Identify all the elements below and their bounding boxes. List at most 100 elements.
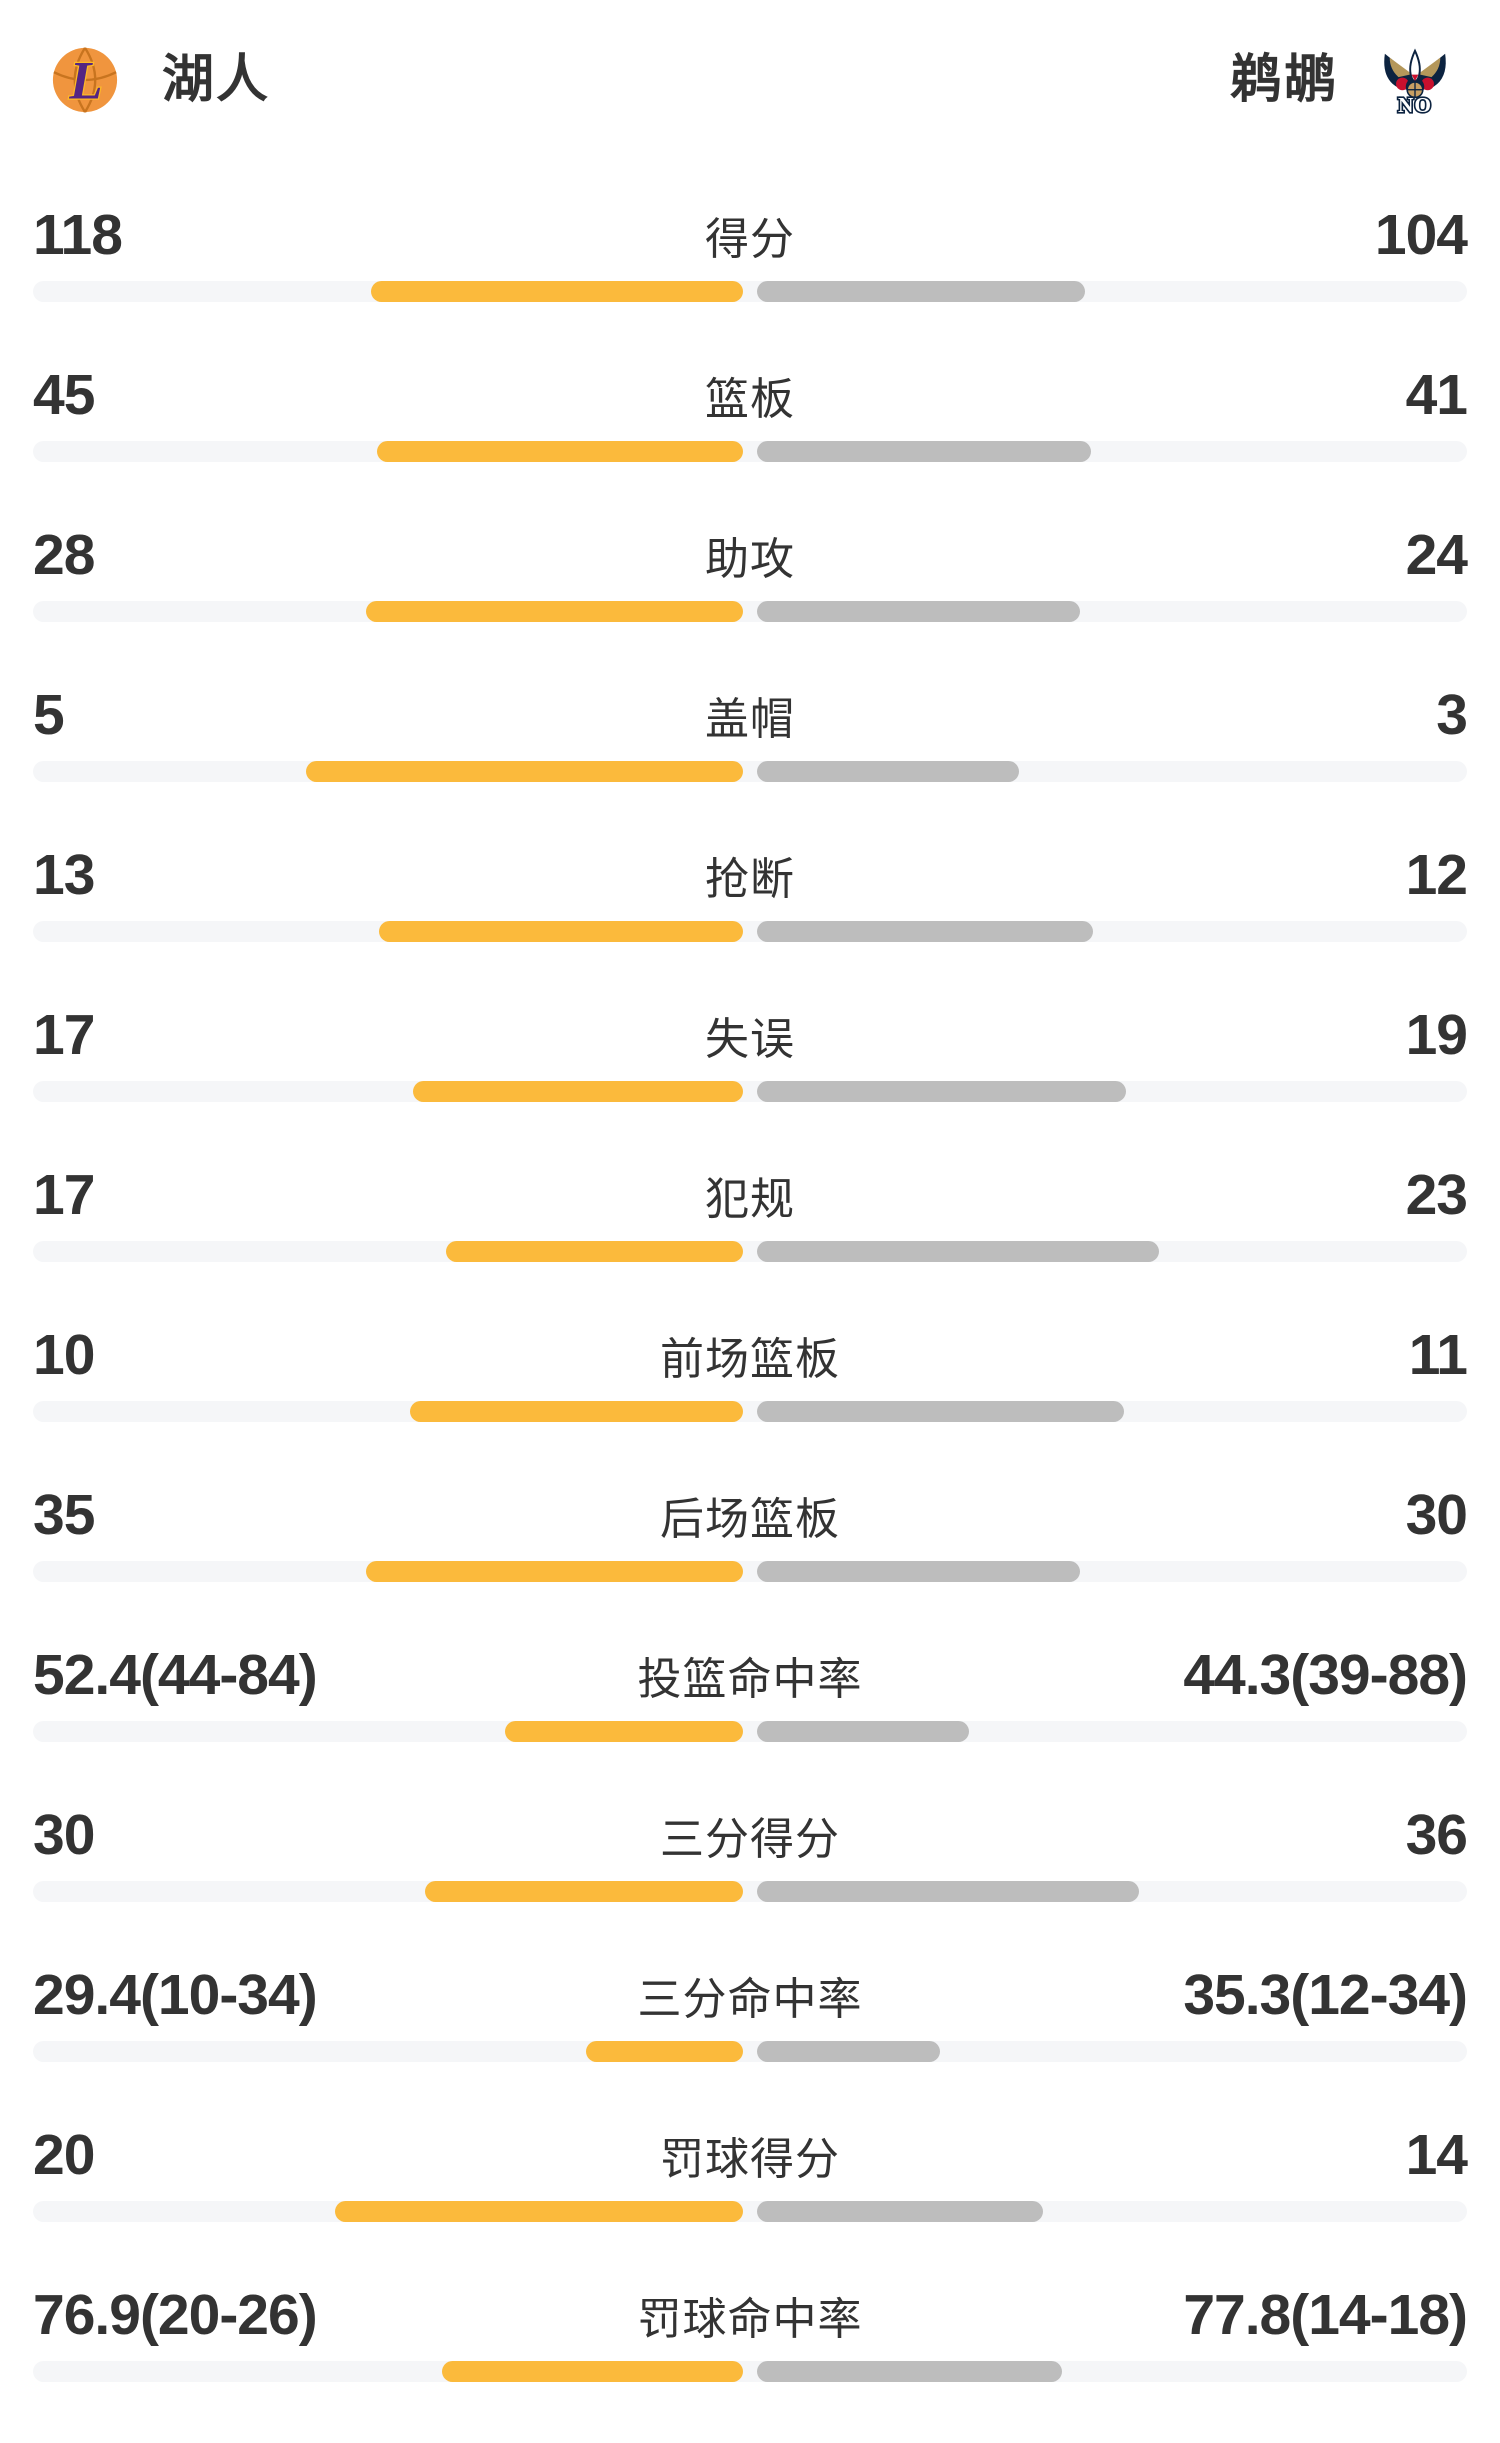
home-bar <box>586 2041 743 2062</box>
stats-list: 118 得分 104 45 篮板 41 28 助攻 24 <box>0 203 1500 2443</box>
stat-text-line: 35 后场篮板 30 <box>33 1483 1468 1547</box>
stat-text-line: 17 犯规 23 <box>33 1163 1468 1227</box>
stat-bar-track <box>33 1241 1467 1262</box>
home-bar <box>442 2361 743 2382</box>
stat-row: 28 助攻 24 <box>33 523 1468 683</box>
away-bar <box>757 1881 1139 1902</box>
home-bar <box>425 1881 743 1902</box>
stat-row: 10 前场篮板 11 <box>33 1323 1468 1483</box>
away-bar <box>757 2201 1043 2222</box>
away-value: 11 <box>1408 1323 1468 1387</box>
away-bar <box>757 761 1019 782</box>
stat-bar-track <box>33 2201 1467 2222</box>
home-team-name: 湖人 <box>162 51 271 109</box>
pelicans-logo-icon: NO <box>1384 48 1446 115</box>
away-value: 44.3(39-88) <box>1183 1643 1468 1707</box>
lakers-logo-icon: L <box>52 47 118 113</box>
away-value: 35.3(12-34) <box>1183 1963 1468 2027</box>
home-value: 13 <box>33 843 95 907</box>
teams-header: L 湖人 鹈鹕 NO <box>0 0 1500 115</box>
stat-label: 罚球得分 <box>660 2135 840 2184</box>
svg-text:NO: NO <box>1398 93 1432 115</box>
stat-text-line: 45 篮板 41 <box>33 363 1468 427</box>
stat-row: 13 抢断 12 <box>33 843 1468 1003</box>
stat-text-line: 28 助攻 24 <box>33 523 1468 587</box>
away-value: 12 <box>1405 843 1468 907</box>
stat-bar-track <box>33 601 1467 622</box>
stat-bar-track <box>33 1881 1467 1902</box>
home-bar <box>377 441 743 462</box>
stat-row: 52.4(44-84) 投篮命中率 44.3(39-88) <box>33 1643 1468 1803</box>
away-value: 3 <box>1436 683 1468 747</box>
away-value: 19 <box>1405 1003 1468 1067</box>
stat-row: 30 三分得分 36 <box>33 1803 1468 1963</box>
away-value: 14 <box>1405 2123 1468 2187</box>
stat-label: 得分 <box>705 215 795 264</box>
stat-label: 抢断 <box>705 855 795 904</box>
home-value: 20 <box>33 2123 95 2187</box>
stat-label: 三分得分 <box>660 1815 840 1864</box>
home-bar <box>371 281 743 302</box>
home-bar <box>413 1081 743 1102</box>
home-bar <box>379 921 743 942</box>
stat-row: 35 后场篮板 30 <box>33 1483 1468 1643</box>
home-bar <box>335 2201 743 2222</box>
stat-bar-track <box>33 2041 1467 2062</box>
stat-text-line: 29.4(10-34) 三分命中率 35.3(12-34) <box>33 1963 1468 2027</box>
stat-label: 篮板 <box>705 375 795 424</box>
away-bar <box>757 441 1091 462</box>
away-team-name: 鹈鹕 <box>1229 51 1338 109</box>
away-bar <box>757 1401 1124 1422</box>
away-bar <box>757 1561 1080 1582</box>
stat-bar-track <box>33 1401 1467 1422</box>
stat-row: 5 盖帽 3 <box>33 683 1468 843</box>
stat-bar-track <box>33 2361 1467 2382</box>
stat-label: 犯规 <box>705 1175 795 1224</box>
home-value: 17 <box>33 1003 95 1067</box>
away-bar <box>757 1241 1159 1262</box>
stat-label: 助攻 <box>705 535 795 584</box>
stat-text-line: 5 盖帽 3 <box>33 683 1468 747</box>
away-bar <box>757 601 1080 622</box>
away-value: 30 <box>1405 1483 1468 1547</box>
stat-row: 17 失误 19 <box>33 1003 1468 1163</box>
away-value: 36 <box>1405 1803 1468 1867</box>
stat-row: 76.9(20-26) 罚球命中率 77.8(14-18) <box>33 2283 1468 2443</box>
stat-label: 失误 <box>705 1015 795 1064</box>
home-bar <box>505 1721 743 1742</box>
stat-bar-track <box>33 761 1467 782</box>
away-value: 104 <box>1374 203 1468 267</box>
home-team: L 湖人 <box>50 45 270 115</box>
stat-bar-track <box>33 281 1467 302</box>
home-value: 52.4(44-84) <box>33 1643 318 1707</box>
stat-text-line: 76.9(20-26) 罚球命中率 77.8(14-18) <box>33 2283 1468 2347</box>
stat-text-line: 13 抢断 12 <box>33 843 1468 907</box>
home-value: 17 <box>33 1163 95 1227</box>
home-value: 28 <box>33 523 95 587</box>
away-bar <box>757 281 1085 302</box>
stat-label: 前场篮板 <box>660 1335 840 1384</box>
home-value: 76.9(20-26) <box>33 2283 318 2347</box>
svg-text:L: L <box>68 49 102 110</box>
stat-row: 17 犯规 23 <box>33 1163 1468 1323</box>
home-bar <box>410 1401 743 1422</box>
home-value: 10 <box>33 1323 95 1387</box>
away-bar <box>757 921 1093 942</box>
stat-label: 盖帽 <box>705 695 795 744</box>
away-bar <box>757 1721 969 1742</box>
stat-text-line: 20 罚球得分 14 <box>33 2123 1468 2187</box>
home-value: 35 <box>33 1483 95 1547</box>
away-bar <box>757 2041 940 2062</box>
stat-label: 罚球命中率 <box>637 2295 863 2344</box>
home-bar <box>306 761 743 782</box>
away-team: 鹈鹕 NO <box>1230 45 1450 115</box>
away-value: 77.8(14-18) <box>1183 2283 1468 2347</box>
away-value: 41 <box>1405 363 1468 427</box>
stat-label: 投篮命中率 <box>637 1655 863 1704</box>
stat-bar-track <box>33 1561 1467 1582</box>
home-value: 30 <box>33 1803 95 1867</box>
home-bar <box>366 601 743 622</box>
stat-row: 45 篮板 41 <box>33 363 1468 523</box>
stat-row: 20 罚球得分 14 <box>33 2123 1468 2283</box>
stat-row: 29.4(10-34) 三分命中率 35.3(12-34) <box>33 1963 1468 2123</box>
